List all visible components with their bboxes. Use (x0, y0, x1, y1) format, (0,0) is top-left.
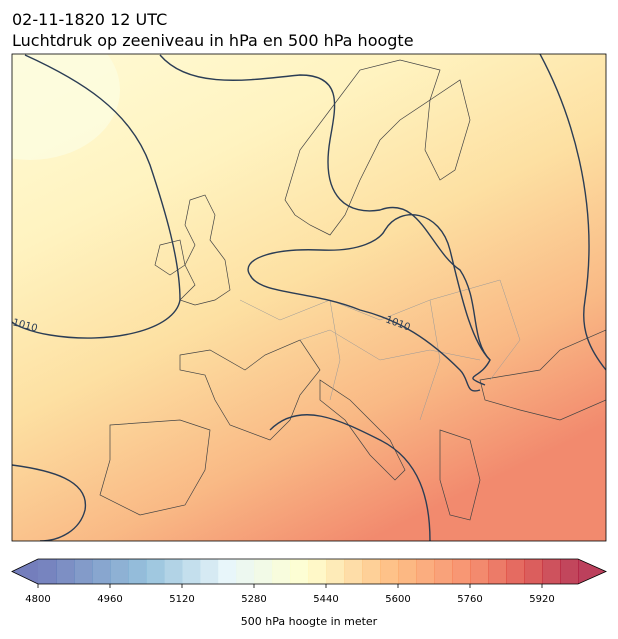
colorbar: 4800 4960 5120 5280 5440 5600 5760 5920 (11, 558, 607, 605)
colorbar-band (290, 559, 309, 584)
coastline (439, 429, 481, 521)
colorbar-band (110, 559, 129, 584)
colorbar-label: 500 hPa hoogte in meter (241, 615, 378, 628)
colorbar-band (38, 559, 57, 584)
colorbar-tick-label: 5120 (169, 594, 194, 605)
colorbar-band (398, 559, 417, 584)
coastline (99, 419, 211, 516)
colorbar-extend (12, 559, 38, 584)
height-field (12, 54, 120, 160)
colorbar-band (326, 559, 345, 584)
colorbar-band (542, 559, 561, 584)
colorbar-band (488, 559, 507, 584)
colorbar-band (380, 559, 399, 584)
colorbar-band (200, 559, 219, 584)
colorbar-band (56, 559, 75, 584)
colorbar-tick-label: 5600 (385, 594, 410, 605)
colorbar-band (452, 559, 471, 584)
isobar (12, 54, 181, 339)
colorbar-band (362, 559, 381, 584)
height-field (12, 54, 606, 541)
coastline (479, 329, 606, 421)
isobar (12, 464, 86, 541)
colorbar-band (308, 559, 327, 584)
coastline (179, 194, 231, 306)
colorbar-band (254, 559, 273, 584)
isobar (247, 214, 491, 361)
colorbar-tick-label: 4960 (97, 594, 122, 605)
colorbar-band (524, 559, 543, 584)
colorbar-band (164, 559, 183, 584)
colorbar-tick-label: 5280 (241, 594, 266, 605)
colorbar-band (506, 559, 525, 584)
subtitle: Luchtdruk op zeeniveau in hPa en 500 hPa… (12, 31, 414, 50)
isobar (269, 414, 431, 541)
coastline (179, 339, 321, 441)
colorbar-band (434, 559, 453, 584)
colorbar-band (272, 559, 291, 584)
coastline (319, 379, 406, 481)
coastline (284, 59, 441, 236)
coastline (424, 79, 471, 181)
colorbar-tick-label: 5440 (313, 594, 338, 605)
colorbar-band (128, 559, 147, 584)
isobar (539, 54, 606, 371)
colorbar-tick-label: 4800 (25, 594, 50, 605)
colorbar-tick-label: 5920 (529, 594, 554, 605)
isobar (249, 274, 481, 392)
colorbar-band (416, 559, 435, 584)
colorbar-band (344, 559, 363, 584)
colorbar-extend (578, 559, 606, 584)
colorbar-band (146, 559, 165, 584)
map: 1010 1010 (12, 54, 606, 541)
title: 02-11-1820 12 UTC (12, 10, 167, 29)
colorbar-tick-label: 5760 (457, 594, 482, 605)
colorbar-band (218, 559, 237, 584)
border (239, 279, 521, 421)
colorbar-band (92, 559, 111, 584)
map-frame (11, 53, 607, 542)
colorbar-band (470, 559, 489, 584)
colorbar-band (560, 559, 579, 584)
colorbar-band (182, 559, 201, 584)
colorbar-band (74, 559, 93, 584)
colorbar-band (236, 559, 255, 584)
